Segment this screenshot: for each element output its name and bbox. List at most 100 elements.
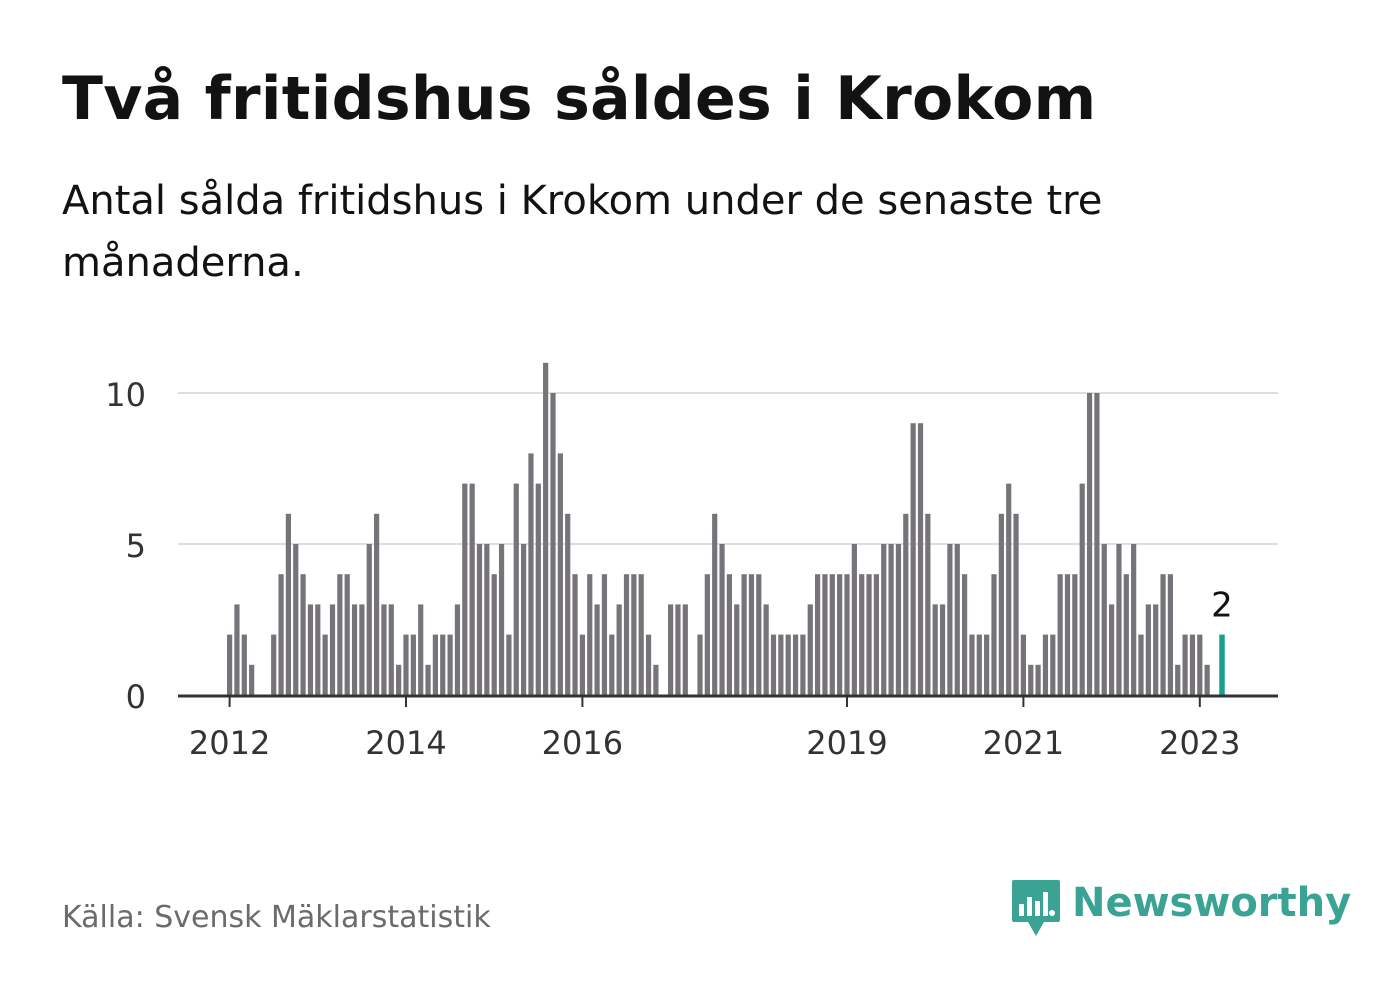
bar [241,634,247,695]
chart-subtitle: Antal sålda fritidshus i Krokom under de… [62,178,1103,286]
bar [1175,664,1181,695]
bar [249,664,255,695]
bar [513,483,519,695]
bar [704,574,710,695]
bar [888,544,894,695]
bar [792,634,799,695]
bar [822,574,828,695]
bar [815,574,821,695]
bar [903,513,909,695]
y-tick-label: 10 [105,376,146,414]
bar [719,544,725,695]
bar [579,634,585,695]
bar [307,604,314,695]
bar [271,634,277,695]
bar [807,604,813,695]
bar [770,634,777,695]
bar [1189,634,1196,695]
bar [1072,574,1078,695]
highlight-value-label: 2 [1211,586,1233,626]
axis-labels: 0 5 10 2 2012 2014 2016 2019 2021 2023 [105,376,1240,762]
bar [381,604,387,695]
bar [917,423,924,695]
bar [1050,634,1056,695]
bar [543,362,549,695]
x-tick-label: 2021 [983,724,1064,762]
bar [315,604,321,695]
bar [998,513,1004,695]
bar [293,544,299,695]
bar [388,604,394,695]
bar [469,483,475,695]
bar [837,574,843,695]
bar [741,574,747,695]
bar [1020,634,1026,695]
bar [498,544,505,695]
bar [374,513,380,695]
chart-title: Två fritidshus såldes i Krokom [62,64,1097,134]
bar [682,604,688,695]
bar [1116,544,1122,695]
bar [528,453,534,695]
bar [565,513,571,695]
bar [623,574,630,695]
bar [359,604,365,695]
x-tick-label: 2016 [542,724,623,762]
bar [432,634,438,695]
bar [344,574,350,695]
bar [763,604,769,695]
bar [778,634,784,695]
bar [668,604,674,695]
bar [1197,634,1203,695]
bar [1035,664,1041,695]
bar [616,604,622,695]
bar [638,574,644,695]
bar [300,574,306,695]
bar [851,544,857,695]
y-tick-label: 0 [126,678,146,716]
bar [631,574,637,695]
bar [1101,544,1107,695]
bar [1153,604,1159,695]
bar [925,513,931,695]
bar [910,423,916,695]
bar [866,574,872,695]
bar [932,604,938,695]
bar [594,604,600,695]
bar [1109,604,1115,695]
bar [748,574,755,695]
bar [1079,483,1085,695]
bar [675,604,681,695]
bar [1131,544,1137,695]
bar [447,634,453,695]
bar [991,574,997,695]
bar [609,634,615,695]
x-tick-label: 2012 [189,724,270,762]
bar [521,544,527,695]
bar [881,544,887,695]
bar [653,664,659,695]
gridlines [178,392,1278,545]
bar [418,604,424,695]
bar [1057,574,1063,695]
bars [227,362,1225,695]
bar [285,513,291,695]
x-tick-label: 2023 [1159,724,1240,762]
bar [410,634,416,695]
brand-name: Newsworthy [1072,880,1352,926]
bar [1086,393,1093,695]
bar [462,483,468,695]
bar [227,634,233,695]
bar [550,393,556,695]
bar-highlight [1219,634,1225,695]
x-tick-label: 2014 [365,724,446,762]
bar [1123,574,1129,695]
bar [1094,393,1100,695]
bar [1064,574,1071,695]
bar [337,574,343,695]
bar [425,664,431,695]
bar [366,544,372,695]
bar [1182,634,1188,695]
bar [969,634,975,695]
bar [491,574,497,695]
